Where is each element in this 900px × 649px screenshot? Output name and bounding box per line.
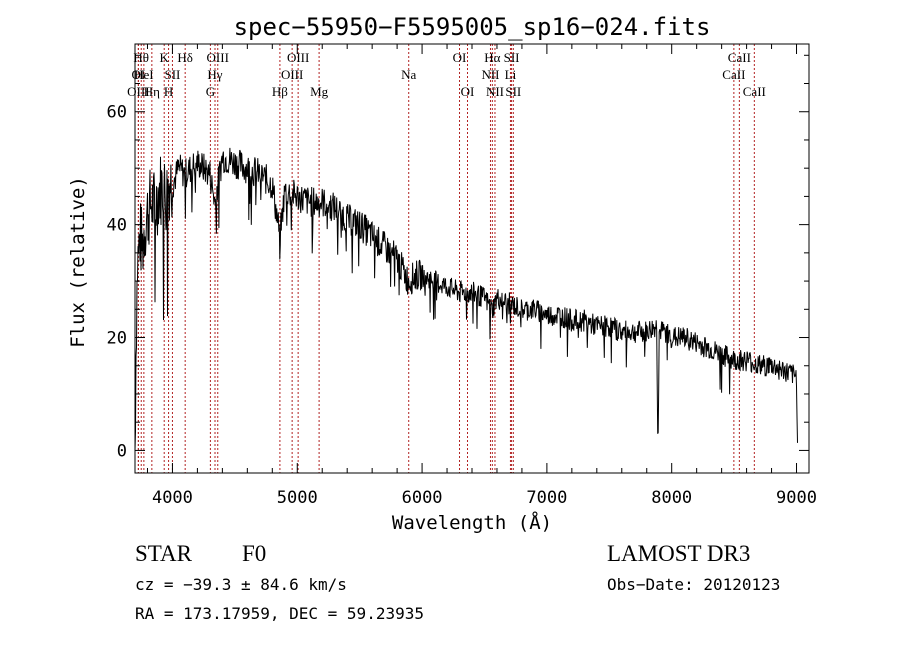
x-tick-label: 8000: [651, 488, 692, 508]
x-tick-label: 7000: [526, 488, 567, 508]
spectral-line-label: SII: [164, 67, 180, 82]
spectral-line-label: HeI: [134, 67, 154, 82]
spectral-line-label: CaII: [722, 67, 745, 82]
spectral-line-label: OIII: [281, 67, 303, 82]
spectral-line-label: CaII: [743, 84, 766, 99]
spectral-line-label: Hη: [144, 84, 160, 99]
spectral-line-label: Hγ: [207, 67, 222, 82]
y-axis-ticks: 0 20 40 60: [107, 54, 809, 461]
spectral-line-label: OIII: [207, 50, 229, 65]
y-tick-label: 40: [107, 216, 127, 236]
spectral-line-label: Li: [505, 67, 517, 82]
spectral-line-markers: [137, 44, 755, 473]
object-class: STAR: [135, 541, 193, 566]
y-tick-label: 60: [107, 103, 127, 123]
spectral-line-label: SII: [504, 50, 520, 65]
spectral-line-label: NII: [481, 67, 499, 82]
spectral-line-label: OIII: [127, 84, 149, 99]
spectral-line-label: NII: [486, 84, 504, 99]
object-subclass: F0: [242, 541, 266, 566]
y-tick-label: 0: [117, 441, 127, 461]
x-tick-label: 4000: [152, 488, 193, 508]
spectral-line-label: SII: [505, 84, 521, 99]
x-tick-label: 5000: [277, 488, 318, 508]
spectral-line-label: OI: [461, 84, 475, 99]
spectral-line-label: Hα: [484, 50, 500, 65]
y-tick-label: 20: [107, 329, 127, 349]
spectral-line-label: Hδ: [177, 50, 193, 65]
chart-title: spec−55950−F5595005_sp16−024.fits: [234, 13, 711, 41]
spectral-line-label: Hθ: [133, 50, 149, 65]
spectral-line-label: H: [164, 84, 173, 99]
survey-name: LAMOST DR3: [607, 541, 750, 566]
x-axis-label: Wavelength (Å): [392, 511, 552, 534]
x-tick-label: 9000: [776, 488, 817, 508]
spectrum-line: [134, 147, 798, 451]
x-tick-label: 6000: [402, 488, 443, 508]
y-axis-label: Flux (relative): [67, 176, 89, 348]
spectral-line-labels: OI OIII Hθ HeI Hη K SII H Hδ OIII Hγ G OIII OIII Hβ Mg N…: [127, 50, 766, 99]
sky-coordinates: RA = 173.17959, DEC = 59.23935: [135, 604, 424, 623]
spectral-line-label: Hβ: [272, 84, 288, 99]
spectral-line-label: G: [206, 84, 215, 99]
plot-frame: [134, 43, 810, 474]
x-axis-ticks: 4000 5000 6000 7000 8000 9000: [146, 44, 817, 508]
spectral-line-label: OI: [453, 50, 467, 65]
spectral-line-label: Na: [401, 67, 416, 82]
redshift-velocity: cz = −39.3 ± 84.6 km/s: [135, 575, 347, 594]
spectral-line-label: K: [160, 50, 170, 65]
spectral-line-label: CaII: [728, 50, 751, 65]
spectral-line-label: Mg: [310, 84, 329, 99]
spectral-line-label: OIII: [287, 50, 309, 65]
observation-date: Obs−Date: 20120123: [607, 575, 780, 594]
